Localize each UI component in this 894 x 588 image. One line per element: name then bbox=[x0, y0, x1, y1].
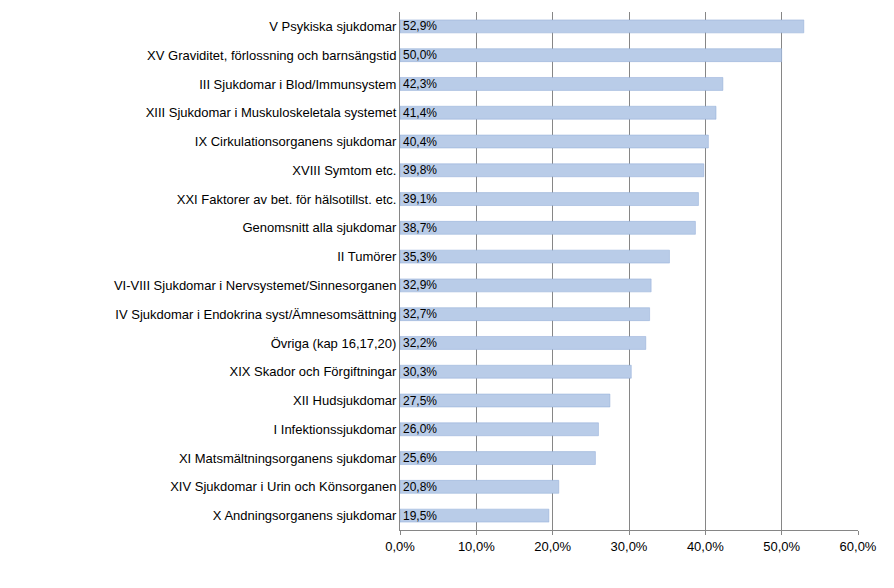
svg-text:XII Hudsjukdomar: XII Hudsjukdomar bbox=[293, 393, 397, 408]
svg-text:XVIII Symtom etc.: XVIII Symtom etc. bbox=[292, 163, 396, 178]
svg-text:39,8%: 39,8% bbox=[403, 163, 437, 177]
svg-text:IX Cirkulationsorganens sjukdo: IX Cirkulationsorganens sjukdomar bbox=[195, 134, 397, 149]
svg-text:II Tumörer: II Tumörer bbox=[337, 249, 397, 264]
svg-text:25,6%: 25,6% bbox=[403, 451, 437, 465]
svg-text:30,0%: 30,0% bbox=[611, 539, 648, 554]
svg-text:60,0%: 60,0% bbox=[840, 539, 877, 554]
svg-text:39,1%: 39,1% bbox=[403, 192, 437, 206]
svg-text:Övriga (kap 16,17,20): Övriga (kap 16,17,20) bbox=[271, 335, 397, 350]
svg-text:XXI Faktorer av bet. för hälso: XXI Faktorer av bet. för hälsotillst. et… bbox=[177, 192, 397, 207]
svg-text:50,0%: 50,0% bbox=[403, 48, 437, 62]
svg-text:XV Graviditet, förlossning och: XV Graviditet, förlossning och barnsängs… bbox=[147, 48, 396, 63]
svg-text:32,9%: 32,9% bbox=[403, 278, 437, 292]
svg-text:III Sjukdomar i Blod/Immunsyst: III Sjukdomar i Blod/Immunsystem bbox=[199, 76, 396, 91]
svg-text:V Psykiska sjukdomar: V Psykiska sjukdomar bbox=[269, 19, 397, 34]
svg-text:VI-VIII Sjukdomar i Nervsystem: VI-VIII Sjukdomar i Nervsystemet/Sinneso… bbox=[114, 278, 397, 293]
svg-text:X Andningsorganens sjukdomar: X Andningsorganens sjukdomar bbox=[213, 508, 397, 523]
svg-text:Genomsnitt alla sjukdomar: Genomsnitt alla sjukdomar bbox=[242, 220, 397, 235]
svg-text:I Infektionssjukdomar: I Infektionssjukdomar bbox=[274, 422, 398, 437]
svg-text:19,5%: 19,5% bbox=[403, 509, 437, 523]
svg-text:26,0%: 26,0% bbox=[403, 422, 437, 436]
svg-text:0,0%: 0,0% bbox=[385, 539, 415, 554]
svg-text:XI Matsmältningsorganens sjukd: XI Matsmältningsorganens sjukdomar bbox=[179, 451, 397, 466]
svg-text:50,0%: 50,0% bbox=[763, 539, 800, 554]
svg-text:41,4%: 41,4% bbox=[403, 106, 437, 120]
svg-text:20,0%: 20,0% bbox=[534, 539, 571, 554]
svg-text:42,3%: 42,3% bbox=[403, 77, 437, 91]
svg-text:32,7%: 32,7% bbox=[403, 307, 437, 321]
svg-text:52,9%: 52,9% bbox=[403, 19, 437, 33]
svg-text:10,0%: 10,0% bbox=[458, 539, 495, 554]
svg-text:XIII Sjukdomar i Muskuloskelet: XIII Sjukdomar i Muskuloskeletala system… bbox=[146, 105, 397, 120]
svg-text:XIX Skador och Förgiftningar: XIX Skador och Förgiftningar bbox=[229, 364, 397, 379]
svg-text:40,4%: 40,4% bbox=[403, 135, 437, 149]
svg-text:40,0%: 40,0% bbox=[687, 539, 724, 554]
svg-text:38,7%: 38,7% bbox=[403, 221, 437, 235]
svg-text:XIV Sjukdomar i Urin och Könso: XIV Sjukdomar i Urin och Könsorganen bbox=[170, 479, 396, 494]
svg-text:IV Sjukdomar i Endokrina syst/: IV Sjukdomar i Endokrina syst/Ämnesomsät… bbox=[115, 307, 396, 322]
svg-text:32,2%: 32,2% bbox=[403, 336, 437, 350]
svg-text:20,8%: 20,8% bbox=[403, 480, 437, 494]
svg-text:35,3%: 35,3% bbox=[403, 250, 437, 264]
svg-text:27,5%: 27,5% bbox=[403, 394, 437, 408]
svg-text:30,3%: 30,3% bbox=[403, 365, 437, 379]
